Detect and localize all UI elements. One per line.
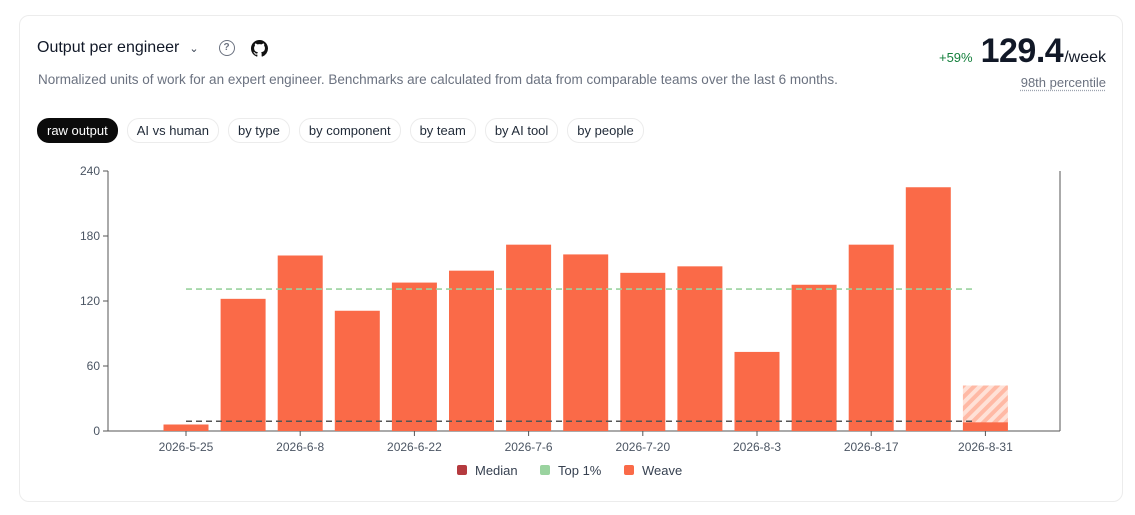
- x-tick-label: 2026-6-22: [387, 440, 442, 454]
- weave-bar: [391, 282, 437, 431]
- card-title: Output per engineer: [37, 39, 180, 56]
- legend-label: Top 1%: [558, 463, 602, 478]
- tab-by-people[interactable]: by people: [567, 118, 644, 143]
- headline-metric: +59% 129.4 /week 98th percentile: [939, 32, 1106, 90]
- tab-by-type[interactable]: by type: [227, 118, 290, 143]
- weave-bar: [791, 284, 837, 431]
- weave-bar: [620, 272, 666, 431]
- tab-ai-vs-human[interactable]: AI vs human: [126, 118, 219, 143]
- metric-percentile[interactable]: 98th percentile: [1020, 75, 1106, 90]
- x-tick-label: 2026-5-25: [159, 440, 214, 454]
- x-tick-label: 2026-8-31: [958, 440, 1013, 454]
- y-tick-label: 240: [80, 164, 100, 178]
- tab-by-component[interactable]: by component: [298, 118, 401, 143]
- weave-bar: [334, 310, 380, 431]
- card-header: Output per engineer ⌄ ?: [37, 39, 268, 57]
- y-tick-label: 0: [93, 424, 100, 438]
- weave-bar: [848, 244, 894, 431]
- y-tick-label: 180: [80, 229, 100, 243]
- weave-bar: [220, 298, 266, 431]
- tab-raw-output[interactable]: raw output: [37, 118, 118, 143]
- weave-bar: [506, 244, 552, 431]
- weave-bar: [449, 270, 494, 431]
- weave-bar: [563, 254, 609, 431]
- x-tick-label: 2026-7-20: [615, 440, 670, 454]
- legend-swatch: [624, 465, 634, 475]
- card-description: Normalized units of work for an expert e…: [38, 72, 838, 87]
- x-tick-label: 2026-6-8: [276, 440, 324, 454]
- github-icon[interactable]: [250, 39, 268, 57]
- weave-bar: [677, 266, 723, 431]
- weave-bar: [277, 255, 323, 431]
- tab-by-ai-tool[interactable]: by AI tool: [484, 118, 559, 143]
- x-tick-label: 2026-8-17: [844, 440, 899, 454]
- metric-delta: +59%: [938, 50, 973, 65]
- metric-unit: /week: [1064, 49, 1106, 66]
- legend-swatch: [540, 465, 550, 475]
- chevron-down-icon[interactable]: ⌄: [189, 43, 199, 55]
- weave-bar: [905, 187, 951, 431]
- weave-bar: [163, 424, 209, 431]
- view-tabs: raw output AI vs human by type by compon…: [37, 118, 644, 143]
- y-tick-label: 60: [87, 359, 101, 373]
- legend-swatch: [457, 465, 467, 475]
- tab-by-team[interactable]: by team: [409, 118, 476, 143]
- x-tick-label: 2026-8-3: [733, 440, 781, 454]
- x-tick-label: 2026-7-6: [505, 440, 553, 454]
- y-tick-label: 120: [80, 294, 100, 308]
- weave-bar: [962, 422, 1008, 431]
- metric-value: 129.4: [980, 32, 1064, 70]
- weave-bar: [734, 351, 780, 431]
- legend-label: Weave: [642, 463, 682, 478]
- legend-label: Median: [475, 463, 518, 478]
- help-icon[interactable]: ?: [218, 40, 235, 56]
